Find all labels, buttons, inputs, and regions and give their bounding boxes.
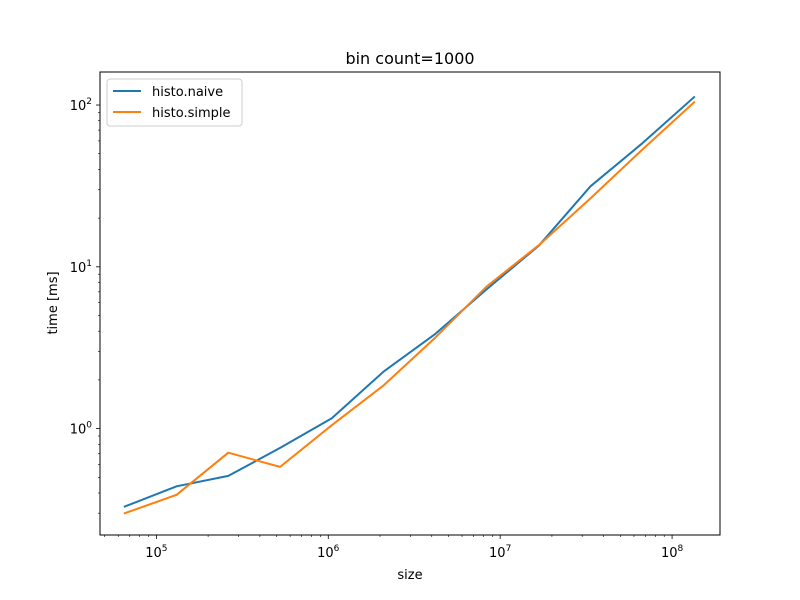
legend: histo.naive histo.simple <box>106 78 243 127</box>
y-tick-label: 100 <box>70 421 93 438</box>
y-tick-label: 101 <box>70 259 92 276</box>
series-layer <box>123 95 696 515</box>
y-tick-label-base: 10 <box>70 261 87 276</box>
plot-area <box>100 72 720 535</box>
x-tick-label: 108 <box>661 544 684 561</box>
chart-title: bin count=1000 <box>345 49 474 68</box>
y-tick-label-base: 10 <box>70 99 87 114</box>
legend-label-naive: histo.naive <box>152 85 223 100</box>
x-tick-label-base: 10 <box>661 546 678 561</box>
x-tick-label-base: 10 <box>317 546 334 561</box>
x-tick-label-exponent: 7 <box>506 544 512 554</box>
x-axis-label: size <box>397 568 422 583</box>
x-tick-label-exponent: 8 <box>677 544 683 554</box>
x-tick-label-exponent: 5 <box>162 544 168 554</box>
y-tick-label-base: 10 <box>70 423 87 438</box>
x-tick-label-base: 10 <box>489 546 506 561</box>
x-tick-label: 105 <box>145 544 167 561</box>
x-tick-label-base: 10 <box>145 546 162 561</box>
x-tick-label: 107 <box>489 544 511 561</box>
series-line-histo-naive <box>123 95 696 508</box>
y-tick-label-exponent: 1 <box>86 259 92 269</box>
y-tick-label-exponent: 0 <box>86 421 92 431</box>
y-tick-label-exponent: 2 <box>86 97 92 107</box>
x-tick-label-exponent: 6 <box>334 544 340 554</box>
x-tick-label: 106 <box>317 544 340 561</box>
legend-label-simple: histo.simple <box>152 106 231 121</box>
series-line-histo-simple <box>123 100 696 515</box>
y-tick-label: 102 <box>70 97 92 114</box>
y-axis-label: time [ms] <box>46 271 61 334</box>
